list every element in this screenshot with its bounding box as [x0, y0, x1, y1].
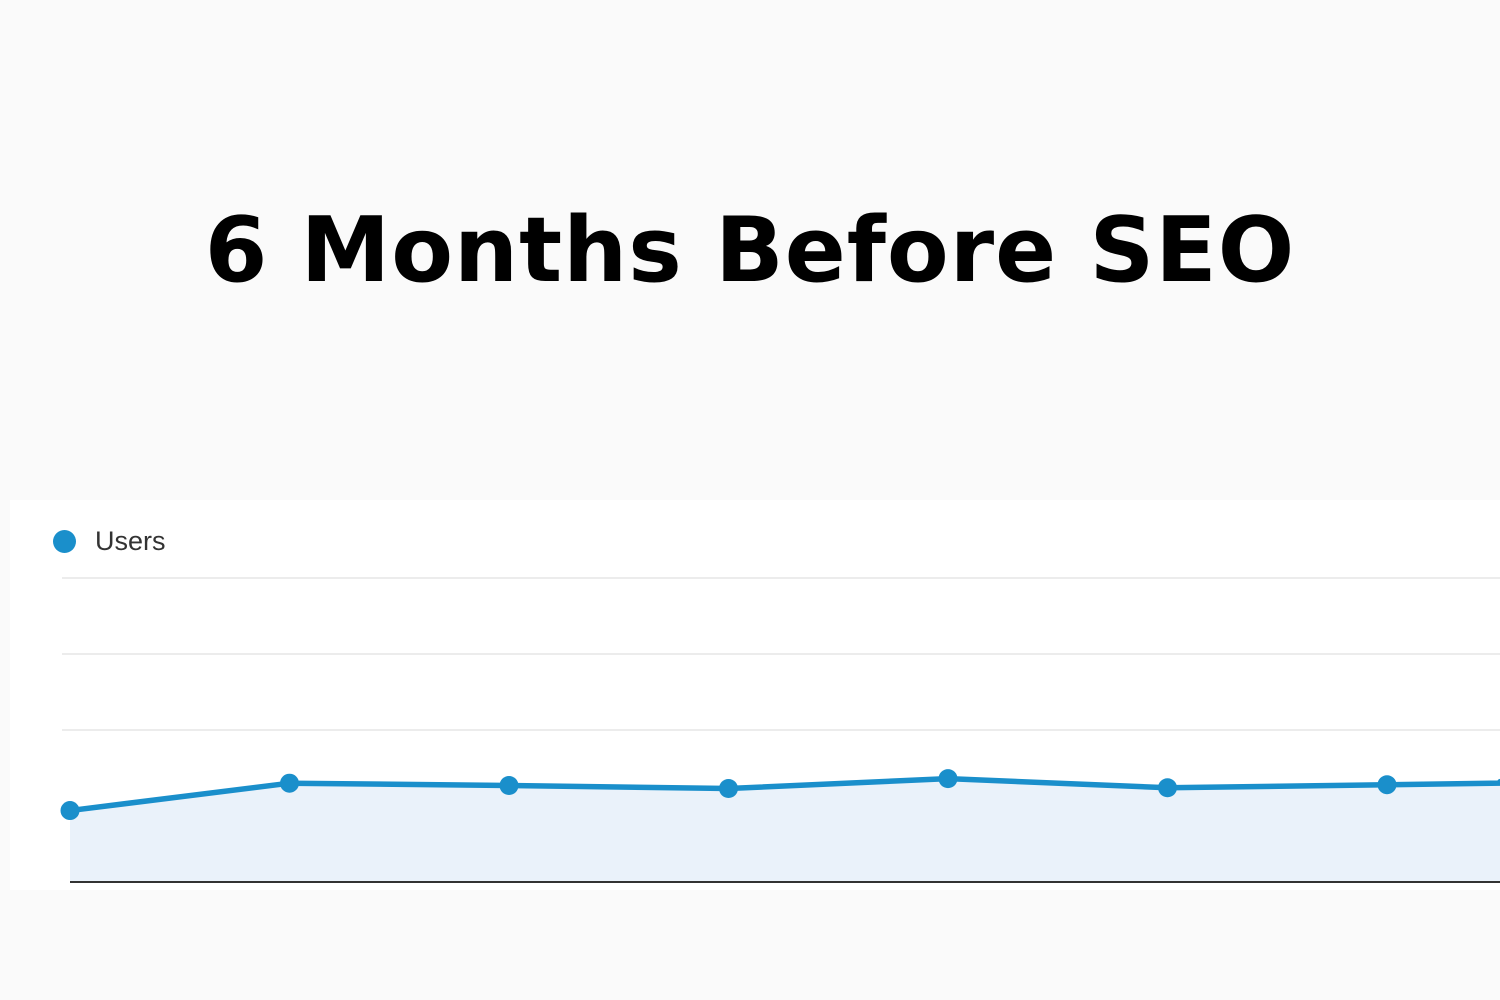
page-title: 6 Months Before SEO	[204, 198, 1296, 303]
data-point-2	[280, 773, 299, 793]
data-point-6	[1158, 778, 1177, 798]
data-point-3	[499, 775, 519, 795]
legend-dot-icon	[53, 529, 76, 553]
data-point-5	[938, 769, 958, 789]
data-point-4	[719, 779, 738, 799]
users-area-fill	[70, 778, 1500, 882]
data-point-7	[1377, 775, 1397, 795]
chart-legend: Users	[53, 524, 166, 558]
data-point-1	[60, 801, 80, 821]
legend-label-users: Users	[95, 525, 166, 556]
